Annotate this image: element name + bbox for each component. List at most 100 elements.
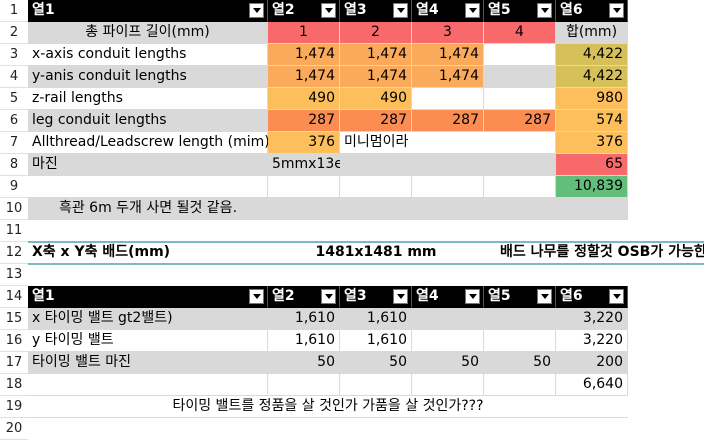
table2-r1-c6[interactable]: 3,220 [556, 308, 628, 330]
table1-r4-c5[interactable] [484, 88, 556, 110]
table1-r6-c5[interactable] [484, 132, 556, 154]
table2-r1-c4[interactable] [412, 308, 484, 330]
table1-r5-c1[interactable]: leg conduit lengths [28, 110, 268, 132]
table2-header-col6[interactable]: 열6 [556, 286, 628, 308]
filter-dropdown-icon[interactable] [609, 289, 624, 304]
table1-r8-c4[interactable] [412, 176, 484, 198]
table1-r3-c5[interactable] [484, 66, 556, 88]
row-header-5[interactable]: 5 [0, 88, 28, 110]
row-header-19[interactable]: 19 [0, 396, 28, 418]
row-header-10[interactable]: 10 [0, 198, 28, 220]
table1-r4-c3[interactable]: 490 [340, 88, 412, 110]
table2-r3-c3[interactable]: 50 [340, 352, 412, 374]
table1-r5-c6[interactable]: 574 [556, 110, 628, 132]
filter-dropdown-icon[interactable] [249, 289, 264, 304]
table1-r3-c4[interactable]: 1,474 [412, 66, 484, 88]
table1-header-col2[interactable]: 열2 [268, 0, 340, 22]
table1-r3-c2[interactable]: 1,474 [268, 66, 340, 88]
table1-header-col6[interactable]: 열6 [556, 0, 628, 22]
row-header-18[interactable]: 18 [0, 374, 28, 396]
table1-r1-c4[interactable]: 3 [412, 22, 484, 44]
table2-header-col5[interactable]: 열5 [484, 286, 556, 308]
row-header-4[interactable]: 4 [0, 66, 28, 88]
table1-header-col3[interactable]: 열3 [340, 0, 412, 22]
table1-r8-c2[interactable] [268, 176, 340, 198]
table1-header-col4[interactable]: 열4 [412, 0, 484, 22]
row-header-17[interactable]: 17 [0, 352, 28, 374]
table1-r8-c3[interactable] [340, 176, 412, 198]
row-header-8[interactable]: 8 [0, 154, 28, 176]
filter-dropdown-icon[interactable] [465, 3, 480, 18]
table2-r3-c2[interactable]: 50 [268, 352, 340, 374]
bed-size-label[interactable]: X축 x Y축 배드(mm) [28, 242, 268, 264]
table1-r9-c5[interactable] [484, 198, 556, 220]
row-header-12[interactable]: 12 [0, 242, 28, 264]
table2-r1-c3[interactable]: 1,610 [340, 308, 412, 330]
row-header-3[interactable]: 3 [0, 44, 28, 66]
belt-note[interactable]: 타이밍 밸트를 정품을 살 것인가 가품을 살 것인가??? [28, 396, 628, 418]
table1-header-col1[interactable]: 열1 [28, 0, 268, 22]
filter-dropdown-icon[interactable] [321, 289, 336, 304]
table1-r6-c2[interactable]: 376 [268, 132, 340, 154]
row-header-15[interactable]: 15 [0, 308, 28, 330]
table1-r7-c3[interactable] [340, 154, 412, 176]
table2-r2-c2[interactable]: 1,610 [268, 330, 340, 352]
table2-header-col4[interactable]: 열4 [412, 286, 484, 308]
table1-r7-c4[interactable] [412, 154, 484, 176]
table1-header-col5[interactable]: 열5 [484, 0, 556, 22]
filter-dropdown-icon[interactable] [249, 3, 264, 18]
table1-r1-c3[interactable]: 2 [340, 22, 412, 44]
table1-r9-c4[interactable] [412, 198, 484, 220]
table2-r4-c1[interactable] [28, 374, 268, 396]
table2-r2-c1[interactable]: y 타이밍 밸트 [28, 330, 268, 352]
row-header-13[interactable]: 13 [0, 264, 28, 286]
row-header-11[interactable]: 11 [0, 220, 28, 242]
table1-r2-c5[interactable] [484, 44, 556, 66]
table2-r4-c5[interactable] [484, 374, 556, 396]
table2-r4-c3[interactable] [340, 374, 412, 396]
table1-r6-c4[interactable] [412, 132, 484, 154]
table1-r5-c3[interactable]: 287 [340, 110, 412, 132]
filter-dropdown-icon[interactable] [537, 289, 552, 304]
filter-dropdown-icon[interactable] [537, 3, 552, 18]
table2-r4-c4[interactable] [412, 374, 484, 396]
table2-r1-c5[interactable] [484, 308, 556, 330]
table1-r3-c1[interactable]: y-anis conduit lengths [28, 66, 268, 88]
table1-r2-c6[interactable]: 4,422 [556, 44, 628, 66]
table1-r9-c1[interactable]: 흑관 6m 두개 사면 될것 같음. [28, 198, 268, 220]
bed-material-note[interactable]: 배드 나무를 정할것 OSB가 가능한가? [484, 242, 704, 264]
table1-r6-c6[interactable]: 376 [556, 132, 628, 154]
table1-r1-c5[interactable]: 4 [484, 22, 556, 44]
table1-r6-c1[interactable]: Allthread/Leadscrew length (mim) [28, 132, 270, 154]
table1-r5-c2[interactable]: 287 [268, 110, 340, 132]
table1-r8-c6[interactable]: 10,839 [556, 176, 628, 198]
table2-header-col1[interactable]: 열1 [28, 286, 268, 308]
table1-r8-c1[interactable] [28, 176, 268, 198]
table1-r9-c3[interactable] [340, 198, 412, 220]
table1-r1-c2[interactable]: 1 [268, 22, 340, 44]
filter-dropdown-icon[interactable] [393, 289, 408, 304]
row-header-20[interactable]: 20 [0, 418, 28, 440]
table2-header-col2[interactable]: 열2 [268, 286, 340, 308]
table1-r9-c2[interactable] [268, 198, 340, 220]
row-header-1[interactable]: 1 [0, 0, 28, 22]
row-header-6[interactable]: 6 [0, 110, 28, 132]
table2-r3-c4[interactable]: 50 [412, 352, 484, 374]
table1-r7-c2[interactable]: 5mmx13ea [268, 154, 351, 176]
table2-r2-c6[interactable]: 3,220 [556, 330, 628, 352]
table2-header-col3[interactable]: 열3 [340, 286, 412, 308]
table2-r3-c1[interactable]: 타이밍 밸트 마진 [28, 352, 268, 374]
bed-size-value[interactable]: 1481x1481 mm [268, 242, 484, 264]
table1-r4-c2[interactable]: 490 [268, 88, 340, 110]
table1-r2-c2[interactable]: 1,474 [268, 44, 340, 66]
table1-r2-c3[interactable]: 1,474 [340, 44, 412, 66]
row-header-9[interactable]: 9 [0, 176, 28, 198]
table2-r1-c2[interactable]: 1,610 [268, 308, 340, 330]
filter-dropdown-icon[interactable] [465, 289, 480, 304]
table1-r7-c6[interactable]: 65 [556, 154, 628, 176]
table2-r1-c1[interactable]: x 타이밍 밸트 gt2밸트) [28, 308, 268, 330]
row-header-7[interactable]: 7 [0, 132, 28, 154]
row-header-14[interactable]: 14 [0, 286, 28, 308]
table1-r8-c5[interactable] [484, 176, 556, 198]
row-header-2[interactable]: 2 [0, 22, 28, 44]
